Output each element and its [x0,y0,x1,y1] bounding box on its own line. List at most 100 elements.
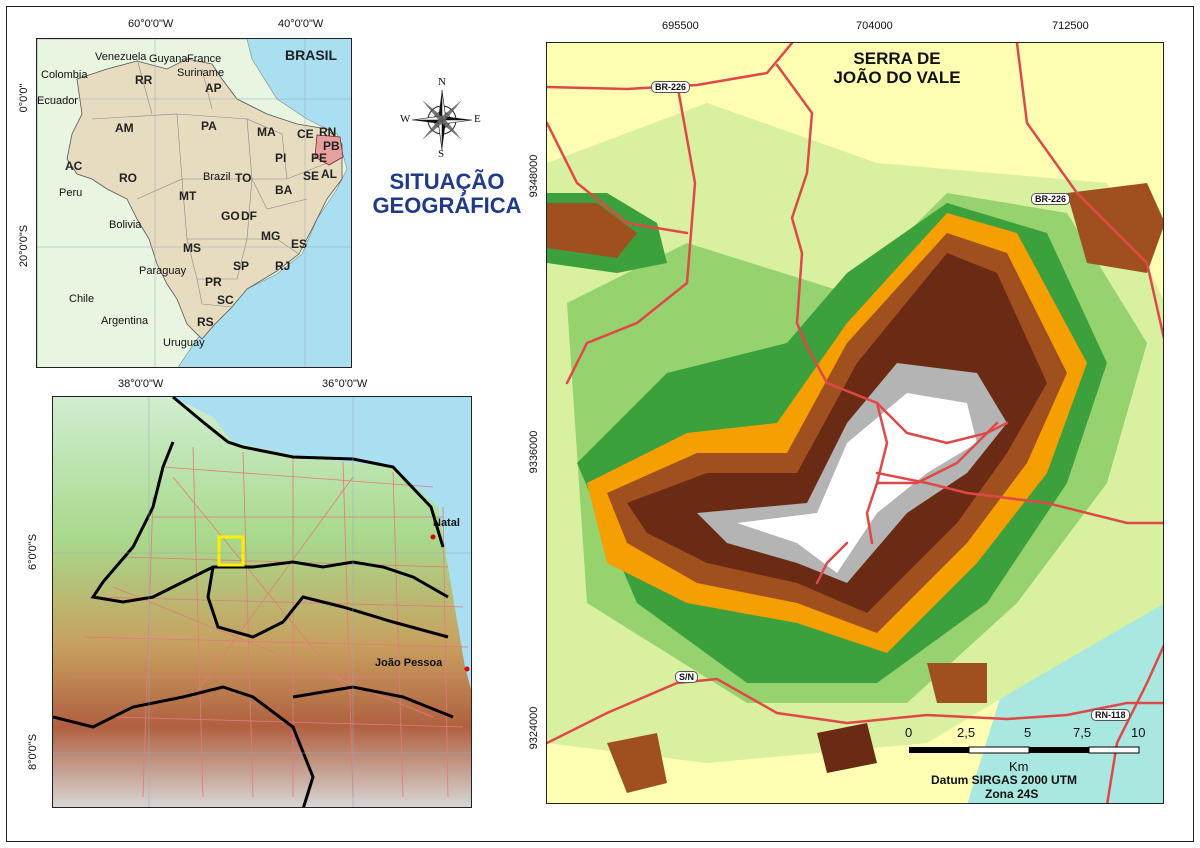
main-title-line-2: JOÃO DO VALE [833,68,961,87]
state-ac: AC [65,159,83,173]
state-pb: PB [323,139,340,153]
state-mt: MT [179,189,197,203]
scale-tick-0: 0 [905,725,913,740]
state-sc: SC [217,293,234,307]
city-natal: Natal [433,517,460,529]
brazil-left-tick-0: 0°0'0" [18,83,30,113]
brazil-inset-drawing [37,39,351,367]
scale-tick-10: 10 [1131,725,1146,740]
state-pr: PR [205,275,222,289]
state-pe: PE [311,151,328,165]
main-top-tick-695500: 695500 [662,20,699,32]
state-go: GO [221,209,240,223]
datum-line-1: Datum SIRGAS 2000 UTM [931,773,1078,787]
brazil-top-tick-60w: 60°0'0"W [128,18,174,30]
region-top-tick-36w: 36°0'0"W [322,378,368,390]
brazil-graticule [37,39,351,367]
state-rs: RS [197,315,214,329]
label-paraguay: Paraguay [139,265,187,277]
state-pi: PI [275,151,287,165]
scale-tick-7-5: 7,5 [1073,725,1092,740]
region-left-tick-6s: 6°0'0"S [27,533,39,571]
study-area-box [217,535,245,567]
state-ms: MS [183,241,201,255]
datum-line-2: Zona 24S [985,787,1039,801]
state-mg: MG [261,229,281,243]
joao-pessoa-marker [464,666,470,672]
compass-rose-icon [411,89,473,151]
state-pa: PA [201,119,217,133]
main-left-tick-9324000: 9324000 [528,706,540,750]
state-ro: RO [119,171,137,185]
label-ecuador: Ecuador [37,95,78,107]
title-line-1: SITUAÇÃO [389,169,505,194]
main-left-tick-9336000: 9336000 [528,430,540,474]
brazil-title: BRASIL [285,47,338,63]
region-top-tick-38w: 38°0'0"W [118,378,164,390]
scale-tick-2-5: 2,5 [957,725,976,740]
compass-w: W [400,113,411,125]
label-bolivia: Bolivia [109,219,142,231]
state-rr: RR [135,73,153,87]
state-am: AM [115,121,134,135]
road-label-rn118: RN-118 [1091,709,1130,721]
main-title-line-1: SERRA DE [853,49,941,68]
region-inset-map: Natal João Pessoa [52,396,472,808]
scale-tick-5: 5 [1024,725,1032,740]
city-joao-pessoa: João Pessoa [375,657,443,669]
label-suriname: Suriname [177,67,225,79]
label-chile: Chile [69,293,95,305]
label-guyana: Guyana [149,53,188,65]
scale-bar [909,746,1140,754]
state-sp: SP [233,259,250,273]
title-line-2: GEOGRÁFICA [372,193,522,218]
region-graticule [53,397,471,807]
label-brazil: Brazil [203,171,231,183]
road-label-br226-west: BR-226 [651,81,691,93]
compass-s: S [438,148,445,160]
road-sn-south [547,677,1163,745]
page-title: SITUAÇÃO GEOGRÁFICA [356,170,538,218]
brazil-left-tick-20s: 20°0'0"S [18,224,30,268]
label-peru: Peru [59,187,83,199]
elevation-drawing [547,43,1163,803]
brazil-land [66,58,343,340]
label-france: France [187,53,222,65]
state-rn: RN [319,125,337,139]
region-land [53,397,471,807]
scale-unit: Km [1009,759,1029,774]
road-br226-north [547,43,794,91]
main-top-tick-704000: 704000 [856,20,893,32]
state-ce: CE [297,127,314,141]
state-df: DF [241,209,257,223]
state-ma: MA [257,125,276,139]
page-frame [6,6,1194,842]
state-to: TO [235,171,252,185]
brazil-inset-map: BRASIL Venezuela Guyana France Suriname … [36,38,352,368]
region-inset-drawing [53,397,471,807]
main-roads [547,43,1163,803]
state-se: SE [303,169,320,183]
state-rj: RJ [275,259,291,273]
label-colombia: Colombia [41,69,88,81]
main-map-title: SERRA DE JOÃO DO VALE [797,49,997,87]
region-left-tick-8s: 8°0'0"S [27,733,39,771]
label-venezuela: Venezuela [95,51,147,63]
main-elevation-map: SERRA DE JOÃO DO VALE BR-226 BR-226 S/N … [546,42,1164,804]
main-left-tick-9348000: 9348000 [528,154,540,198]
region-state-boundaries [53,397,454,807]
label-argentina: Argentina [101,315,149,327]
label-uruguay: Uruguay [163,337,205,349]
compass-e: E [474,113,481,125]
rn-pb-highlight [314,134,344,166]
state-ba: BA [275,183,293,197]
road-rn118 [1106,644,1163,803]
compass-n: N [438,76,446,88]
state-boundaries [91,58,338,308]
state-ap: AP [205,81,222,95]
state-es: ES [291,237,308,251]
state-al: AL [321,167,337,181]
road-label-br226-east: BR-226 [1031,193,1071,205]
natal-marker [430,534,436,540]
main-top-tick-712500: 712500 [1052,20,1089,32]
